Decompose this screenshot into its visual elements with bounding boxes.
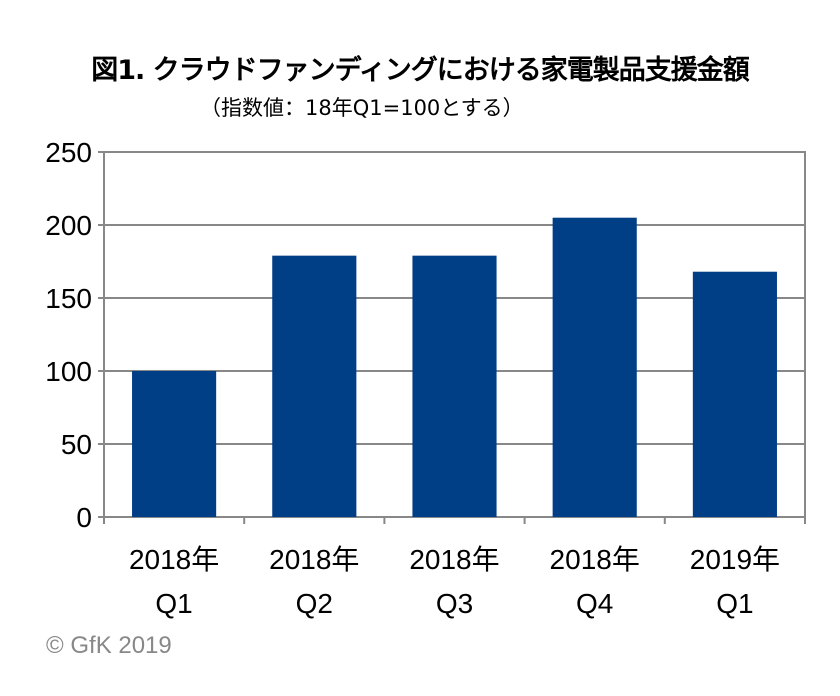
bar: [412, 255, 497, 517]
x-tick-label: 2018年: [550, 544, 640, 575]
x-tick-label: Q1: [155, 588, 192, 619]
y-tick-label: 250: [45, 137, 92, 168]
x-tick-label: Q4: [576, 588, 613, 619]
x-tick-label: Q1: [716, 588, 753, 619]
x-tick-label: 2019年: [690, 544, 780, 575]
x-tick-label: 2018年: [129, 544, 219, 575]
y-tick-label: 100: [45, 356, 92, 387]
chart-subtitle: （指数値：18年Q1=100とする）: [200, 96, 524, 120]
bar: [692, 271, 777, 517]
x-tick-label: Q3: [436, 588, 473, 619]
y-tick-label: 0: [76, 502, 92, 533]
copyright-credit: © GfK 2019: [46, 632, 172, 659]
x-tick-label: Q2: [296, 588, 333, 619]
chart-title: 図1. クラウドファンディングにおける家電製品支援金額: [91, 55, 750, 86]
bar: [272, 255, 357, 517]
y-tick-label: 50: [61, 429, 92, 460]
x-tick-label: 2018年: [409, 544, 499, 575]
x-tick-label: 2018年: [269, 544, 359, 575]
bar: [552, 217, 637, 517]
y-tick-label: 200: [45, 210, 92, 241]
bar: [132, 371, 217, 517]
y-tick-label: 150: [45, 283, 92, 314]
